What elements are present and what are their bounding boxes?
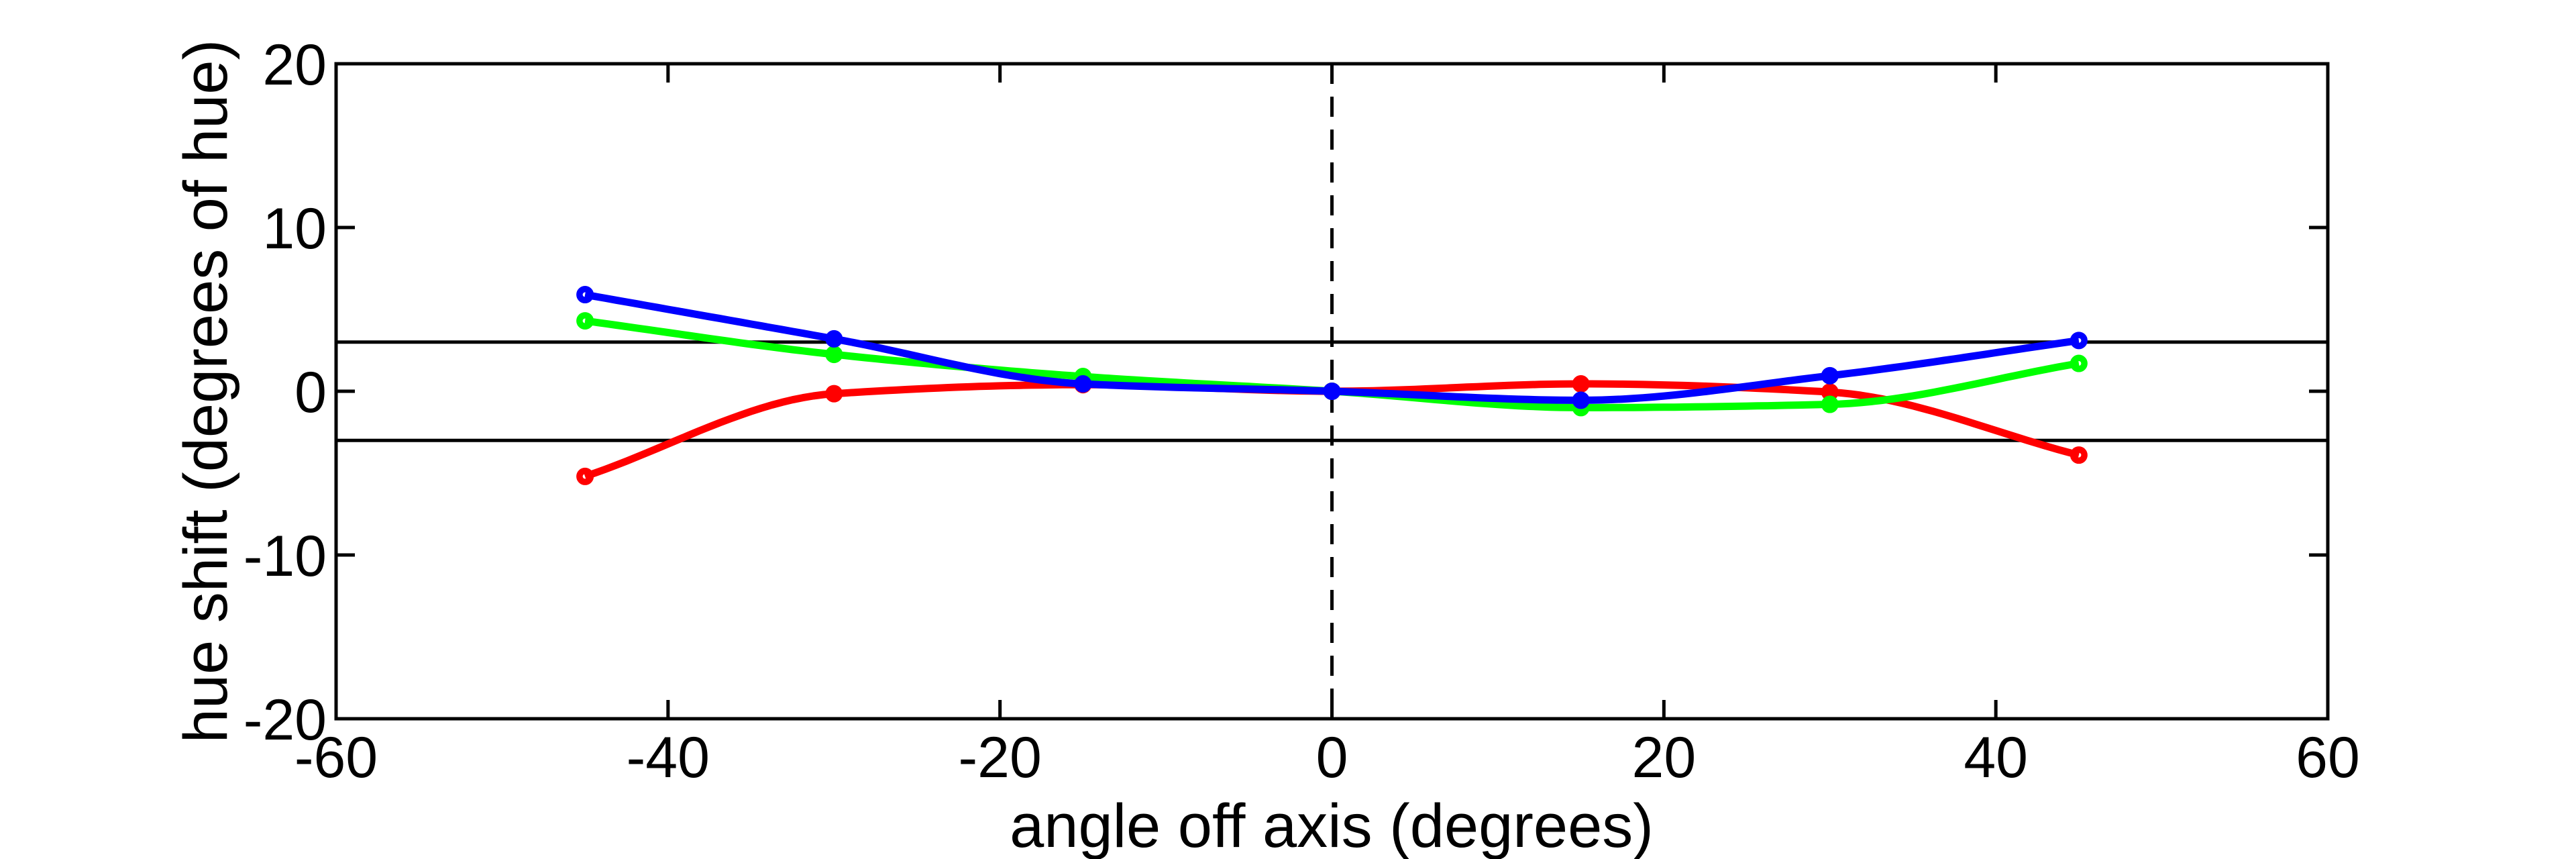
y-tick-label--20: -20	[244, 688, 327, 752]
series-blue	[576, 286, 2088, 409]
y-tick-label-0: 0	[294, 360, 327, 425]
x-tick-label--40: -40	[627, 725, 710, 790]
y-axis-label: hue shift (degrees of hue)	[172, 40, 240, 743]
x-tick-label--60: -60	[294, 725, 378, 790]
x-tick-label-60: 60	[2296, 725, 2360, 790]
y-tick-label-10: 10	[262, 197, 327, 261]
y-tick-label-20: 20	[262, 33, 327, 97]
tick-labels: -60 -40 -20 0 20 40 60 -20 -10 0 10 20	[244, 33, 2360, 790]
x-tick-label-20: 20	[1631, 725, 1696, 790]
axes	[334, 62, 2330, 721]
x-axis-label: angle off axis (degrees)	[1010, 792, 1654, 859]
x-tick-label--20: -20	[959, 725, 1042, 790]
curve-blue	[584, 291, 2080, 404]
x-tick-label-40: 40	[1964, 725, 2028, 790]
x-tick-label-0: 0	[1316, 725, 1348, 790]
data-series	[576, 286, 2088, 485]
y-tick-label--10: -10	[244, 524, 327, 589]
